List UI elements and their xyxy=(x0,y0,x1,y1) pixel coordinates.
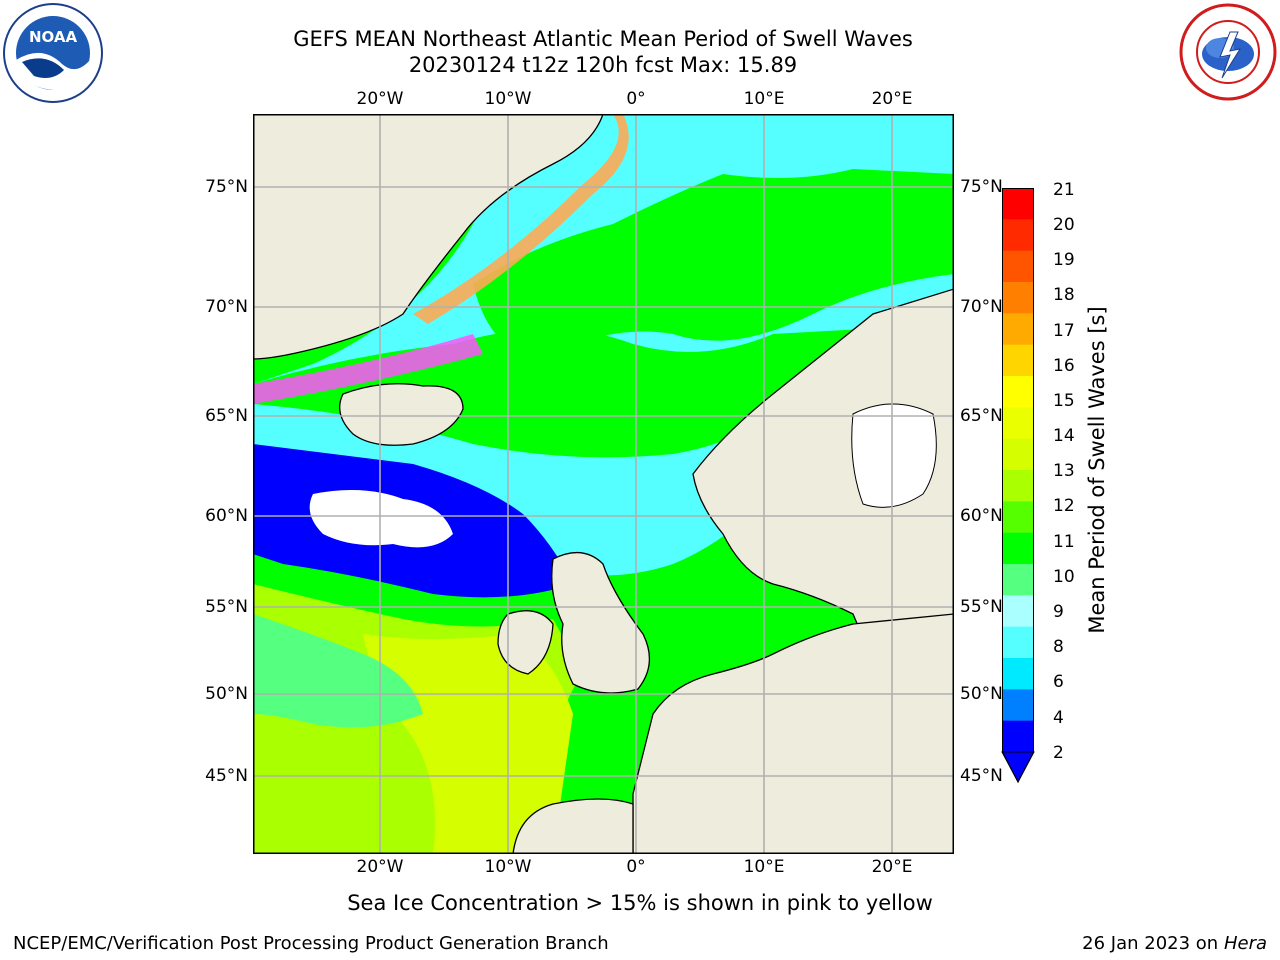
colorbar-tick: 21 xyxy=(1053,180,1075,200)
sea-ice-note: Sea Ice Concentration > 15% is shown in … xyxy=(347,891,933,915)
sea-ice-edge xyxy=(253,334,483,404)
colorbar-tick: 6 xyxy=(1053,672,1064,692)
lon-label-top: 0° xyxy=(626,89,646,109)
swell-band-14s xyxy=(363,634,573,854)
lat-label-right: 65°N xyxy=(960,406,1003,426)
colorbar-tick: 10 xyxy=(1053,567,1075,587)
colorbar-tick: 9 xyxy=(1053,602,1064,622)
colorbar-segment xyxy=(1002,470,1034,502)
footer-date: 26 Jan 2023 on Hera xyxy=(1082,933,1267,954)
lat-label-left: 45°N xyxy=(205,766,248,786)
lon-label-bottom: 20°W xyxy=(356,857,404,877)
lat-label-left: 50°N xyxy=(205,684,248,704)
lat-label-right: 50°N xyxy=(960,684,1003,704)
lake-region xyxy=(851,403,937,508)
lat-label-right: 75°N xyxy=(960,177,1003,197)
great-britain xyxy=(551,552,650,694)
lon-label-bottom: 10°W xyxy=(484,857,532,877)
colorbar-segment xyxy=(1002,344,1034,377)
lat-label-left: 70°N xyxy=(205,297,248,317)
colorbar-tick: 19 xyxy=(1053,250,1075,270)
no-data-patch xyxy=(309,490,453,548)
lat-label-left: 65°N xyxy=(205,406,248,426)
plot-subtitle: 20230124 t12z 120h fcst Max: 15.89 xyxy=(408,53,798,77)
colorbar-tick: 11 xyxy=(1053,532,1075,552)
lon-label-top: 10°W xyxy=(484,89,532,109)
colorbar-outline xyxy=(1002,188,1034,784)
lat-label-left: 75°N xyxy=(205,177,248,197)
colorbar-tick: 4 xyxy=(1053,708,1064,728)
footer-branch: NCEP/EMC/Verification Post Processing Pr… xyxy=(13,933,609,954)
colorbar-segment xyxy=(1002,595,1034,628)
footer-host: Hera xyxy=(1223,933,1267,954)
colorbar-tick: 20 xyxy=(1053,215,1075,235)
iberia xyxy=(512,798,634,854)
lat-label-left: 55°N xyxy=(205,597,248,617)
colorbar-tick: 13 xyxy=(1053,461,1075,481)
colorbar-segment xyxy=(1002,658,1034,690)
swell-band-11s-north xyxy=(473,169,954,356)
colorbar-segment xyxy=(1002,501,1034,534)
lon-label-bottom: 10°E xyxy=(743,857,785,877)
colorbar-extend-triangle xyxy=(1001,751,1035,784)
colorbar-tick: 2 xyxy=(1053,743,1064,763)
lon-label-top: 20°E xyxy=(871,89,913,109)
lon-label-bottom: 0° xyxy=(626,857,646,877)
noaa-logo-text: NOAA xyxy=(29,28,78,46)
lat-label-left: 60°N xyxy=(205,506,248,526)
lon-label-top: 10°E xyxy=(743,89,785,109)
graticule xyxy=(253,114,954,854)
map-frame xyxy=(253,114,954,854)
lat-label-right: 55°N xyxy=(960,597,1003,617)
lon-label-bottom: 20°E xyxy=(871,857,913,877)
europe-mainland xyxy=(632,613,954,854)
colorbar-tick: 17 xyxy=(1053,321,1075,341)
colorbar-segment xyxy=(1002,407,1034,440)
lon-label-top: 20°W xyxy=(356,89,404,109)
colorbar-tick: 12 xyxy=(1053,496,1075,516)
iceland xyxy=(339,383,464,446)
colorbar-segment xyxy=(1002,282,1034,314)
colorbar-tick: 18 xyxy=(1053,285,1075,305)
footer-date-text: 26 Jan 2023 on xyxy=(1082,933,1224,954)
colorbar-tick: 8 xyxy=(1053,637,1064,657)
sea-ice-edge-2 xyxy=(413,114,629,324)
colorbar-segment xyxy=(1002,720,1034,753)
noaa-logo: NOAA xyxy=(2,2,104,104)
colorbar-segment xyxy=(1002,689,1034,722)
plot-title: GEFS MEAN Northeast Atlantic Mean Period… xyxy=(293,27,913,51)
colorbar-tick: 16 xyxy=(1053,356,1075,376)
colorbar-segment xyxy=(1002,564,1034,596)
map-plot[interactable] xyxy=(253,114,954,854)
colorbar-label: Mean Period of Swell Waves [s] xyxy=(1085,306,1109,634)
nws-logo xyxy=(1178,2,1278,102)
colorbar-tick: 15 xyxy=(1053,391,1075,411)
colorbar xyxy=(1001,188,1035,784)
colorbar-segment xyxy=(1002,313,1034,346)
colorbar-tick: 14 xyxy=(1053,426,1075,446)
colorbar-segment xyxy=(1002,376,1034,408)
lat-label-right: 45°N xyxy=(960,766,1003,786)
colorbar-segment xyxy=(1002,188,1034,220)
colorbar-segment xyxy=(1002,438,1034,471)
colorbar-segment xyxy=(1002,250,1034,283)
lat-label-right: 60°N xyxy=(960,506,1003,526)
colorbar-segment xyxy=(1002,626,1034,659)
colorbar-segment xyxy=(1002,219,1034,252)
lat-label-right: 70°N xyxy=(960,297,1003,317)
ireland xyxy=(497,610,554,675)
colorbar-segment xyxy=(1002,532,1034,565)
greenland xyxy=(253,114,604,360)
